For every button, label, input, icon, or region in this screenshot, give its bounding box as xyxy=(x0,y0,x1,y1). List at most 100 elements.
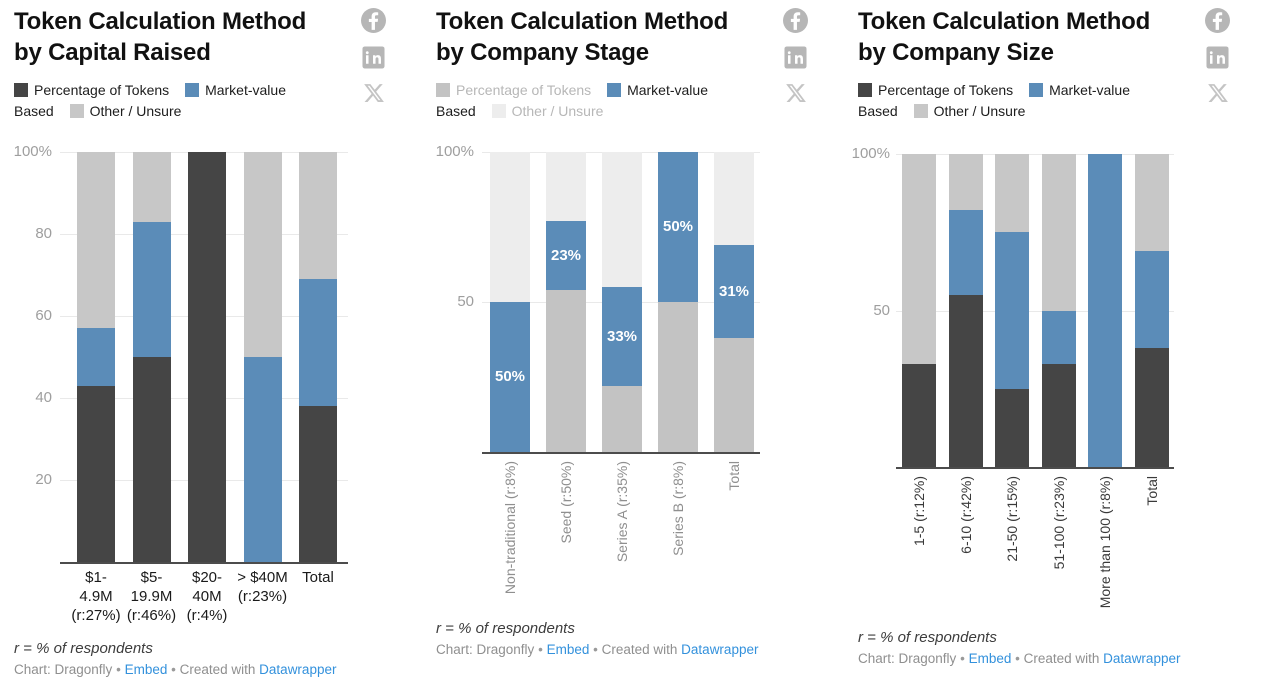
bar-segment-other[interactable] xyxy=(243,152,282,357)
bar-segment-other[interactable] xyxy=(602,152,642,287)
bar-segment-tokens[interactable] xyxy=(714,338,754,452)
x-icon[interactable] xyxy=(363,82,385,104)
credit-line: Chart: Dragonfly • Embed • Created with … xyxy=(858,651,1180,666)
y-axis-tick-label: 20 xyxy=(35,471,52,488)
chart-title-line1: Token Calculation Method xyxy=(14,8,307,35)
bar-segment-other[interactable] xyxy=(132,152,171,222)
linkedin-icon[interactable] xyxy=(1206,46,1229,69)
bar-segment-other[interactable] xyxy=(902,154,936,364)
bar-segment-other[interactable] xyxy=(948,154,983,211)
y-axis-tick-label: 100% xyxy=(13,143,52,160)
bar-segment-market[interactable] xyxy=(299,279,337,407)
legend-item-percentage-of-tokens[interactable]: Percentage of Tokens xyxy=(14,82,169,98)
bar-segment-market[interactable] xyxy=(1088,154,1123,467)
legend-item-market-value-based[interactable]: Market-value Based xyxy=(14,82,286,119)
legend: Percentage of Tokens Market-value Based … xyxy=(14,80,314,122)
x-icon[interactable] xyxy=(785,82,807,104)
legend-item-other-unsure[interactable]: Other / Unsure xyxy=(491,103,604,119)
legend-item-percentage-of-tokens[interactable]: Percentage of Tokens xyxy=(436,82,591,98)
x-axis-category-label-text: Total xyxy=(1144,476,1160,506)
legend-item-market-value-based[interactable]: Market-value Based xyxy=(858,82,1130,119)
credit-separator: • xyxy=(116,662,121,677)
credit-source: Chart: Dragonfly xyxy=(858,651,957,666)
x-axis-category-label-text: More than 100 (r:8%) xyxy=(1097,476,1114,609)
credit-separator: • xyxy=(1015,651,1020,666)
embed-link[interactable]: Embed xyxy=(968,651,1012,666)
bar-segment-tokens[interactable] xyxy=(1135,348,1169,467)
bar-segment-tokens[interactable] xyxy=(658,302,698,452)
y-axis-tick-label: 80 xyxy=(35,225,52,242)
legend-swatch-other xyxy=(491,104,506,118)
bar-value-label: 33% xyxy=(606,327,638,345)
footnote: r = % of respondents xyxy=(436,620,575,637)
bar-segment-market[interactable] xyxy=(658,152,698,302)
legend-item-percentage-of-tokens[interactable]: Percentage of Tokens xyxy=(858,82,1013,98)
legend-item-other-unsure[interactable]: Other / Unsure xyxy=(69,103,182,119)
linkedin-icon[interactable] xyxy=(362,46,385,69)
social-share-buttons xyxy=(783,8,808,104)
bar-segment-other[interactable] xyxy=(77,152,115,329)
x-axis-category-label: $5- 19.9M (r:46%) xyxy=(126,569,177,624)
legend-label: Other / Unsure xyxy=(511,103,604,119)
datawrapper-link[interactable]: Datawrapper xyxy=(1103,651,1181,666)
bar-segment-tokens[interactable] xyxy=(77,385,115,562)
embed-link[interactable]: Embed xyxy=(546,642,590,657)
legend-swatch-market xyxy=(185,83,200,97)
social-share-buttons xyxy=(1205,8,1230,104)
legend-swatch-other xyxy=(69,104,84,118)
chart-title-line2: by Company Stage xyxy=(436,39,649,66)
bar-segment-market[interactable] xyxy=(602,287,642,386)
x-axis-category-label: $1- 4.9M (r:27%) xyxy=(71,569,121,624)
bar-segment-other[interactable] xyxy=(1135,154,1169,252)
legend-label: Other / Unsure xyxy=(89,103,182,119)
chart-card-company-stage: Token Calculation Method by Company Stag… xyxy=(422,0,844,691)
x-axis-category-label-text: Total xyxy=(726,461,742,491)
bar-value-label: 50% xyxy=(662,218,694,235)
chart-title-line2: by Company Size xyxy=(858,39,1054,66)
bar-segment-other[interactable] xyxy=(1041,154,1076,311)
bar-segment-tokens[interactable] xyxy=(546,290,586,452)
datawrapper-link[interactable]: Datawrapper xyxy=(681,642,759,657)
y-axis-tick-label: 40 xyxy=(35,389,52,406)
y-axis-tick-label: 100% xyxy=(435,143,474,160)
facebook-icon[interactable] xyxy=(783,8,808,33)
bar-segment-other[interactable] xyxy=(490,152,530,302)
y-axis-tick-label: 50 xyxy=(873,301,890,319)
bar-segment-other[interactable] xyxy=(995,154,1030,233)
credit-created-with: Created with xyxy=(1023,651,1100,666)
bar-segment-tokens[interactable] xyxy=(188,152,226,562)
facebook-icon[interactable] xyxy=(361,8,386,33)
x-icon[interactable] xyxy=(1207,82,1229,104)
linkedin-icon[interactable] xyxy=(784,46,807,69)
bar-segment-tokens[interactable] xyxy=(995,388,1030,467)
x-axis-category-label-text: Non-traditional (r:8%) xyxy=(502,461,518,595)
bar-segment-market[interactable] xyxy=(243,357,282,562)
bar-segment-market[interactable] xyxy=(948,210,983,295)
bar-segment-tokens[interactable] xyxy=(1041,363,1076,467)
footnote: r = % of respondents xyxy=(858,629,997,646)
bar-segment-tokens[interactable] xyxy=(948,294,983,467)
bar-segment-other[interactable] xyxy=(546,152,586,221)
bar-segment-market[interactable] xyxy=(490,302,530,452)
bar-segment-other[interactable] xyxy=(714,152,754,245)
bar-segment-market[interactable] xyxy=(77,328,115,386)
bar-segment-market[interactable] xyxy=(132,221,171,357)
bar-segment-market[interactable] xyxy=(1041,310,1076,364)
bar-segment-market[interactable] xyxy=(714,245,754,338)
bar-segment-market[interactable] xyxy=(546,221,586,290)
x-axis-line xyxy=(482,452,760,454)
bar-segment-tokens[interactable] xyxy=(602,386,642,452)
bar-segment-tokens[interactable] xyxy=(902,363,936,467)
bar-segment-market[interactable] xyxy=(1135,251,1169,349)
chart-card-company-size: Token Calculation Method by Company Size… xyxy=(844,0,1266,691)
bar-segment-tokens[interactable] xyxy=(299,406,337,562)
bar-segment-other[interactable] xyxy=(299,152,337,280)
embed-link[interactable]: Embed xyxy=(124,662,168,677)
x-axis-category-label-text: Series A (r:35%) xyxy=(614,461,630,563)
datawrapper-link[interactable]: Datawrapper xyxy=(259,662,337,677)
bar-segment-tokens[interactable] xyxy=(132,357,171,562)
legend-item-other-unsure[interactable]: Other / Unsure xyxy=(913,103,1025,119)
facebook-icon[interactable] xyxy=(1205,8,1230,33)
bar-segment-market[interactable] xyxy=(995,232,1030,389)
legend-item-market-value-based[interactable]: Market-value Based xyxy=(436,82,708,119)
